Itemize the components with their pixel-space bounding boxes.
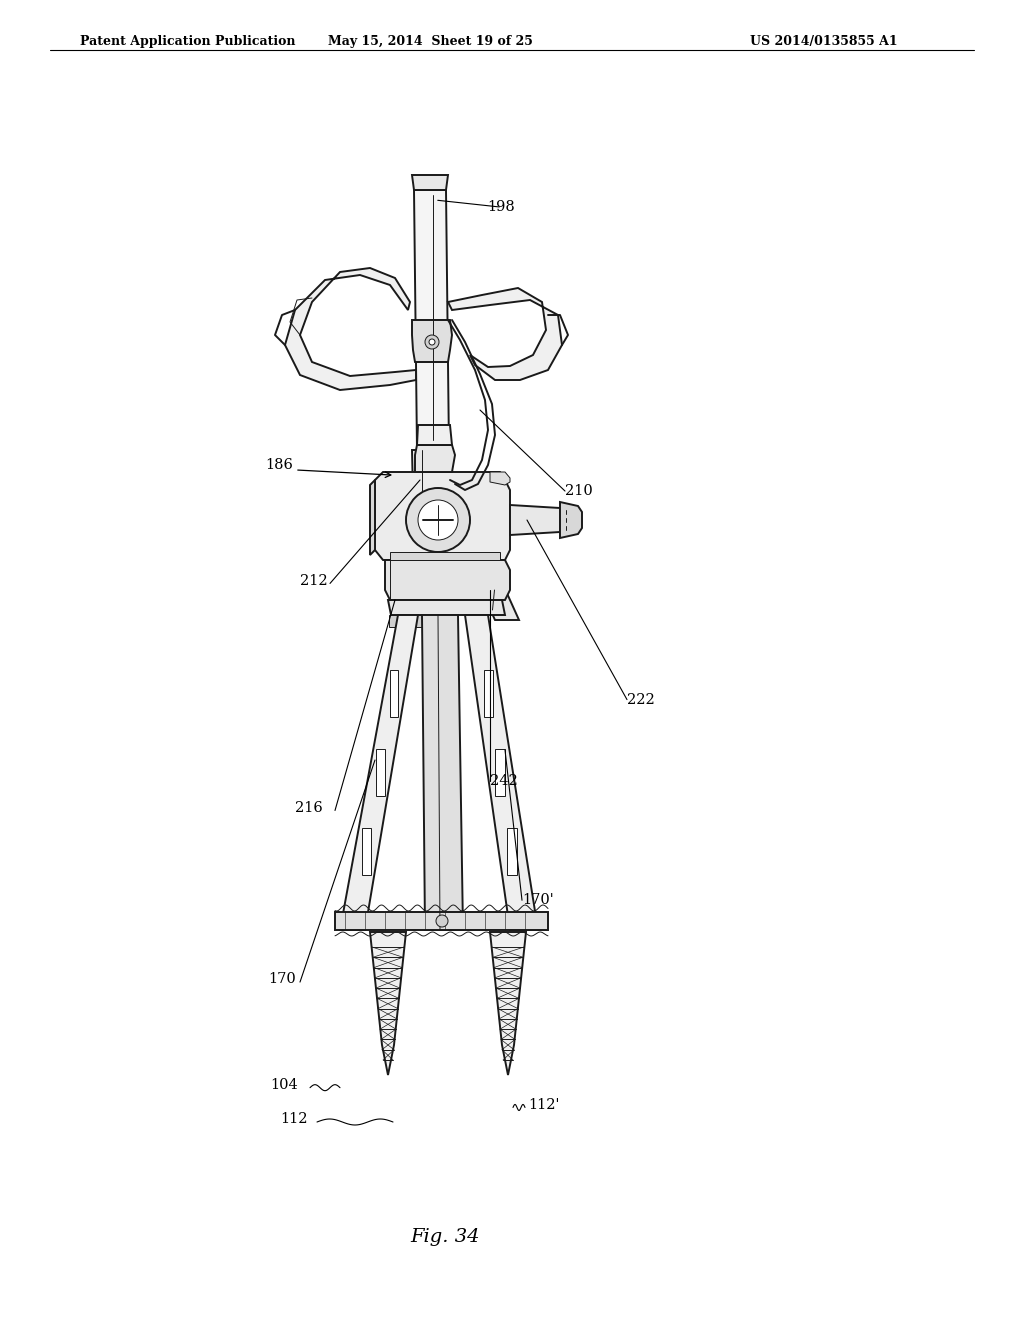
Polygon shape [340, 615, 418, 931]
Polygon shape [376, 748, 385, 796]
Circle shape [418, 500, 458, 540]
Polygon shape [375, 473, 510, 560]
Text: 170: 170 [268, 973, 296, 986]
Circle shape [425, 335, 439, 348]
Polygon shape [414, 190, 449, 450]
Text: 112': 112' [528, 1098, 559, 1111]
Polygon shape [385, 560, 510, 601]
Text: 242: 242 [490, 775, 518, 788]
Circle shape [429, 339, 435, 345]
Text: 222: 222 [627, 693, 654, 706]
Text: 186: 186 [265, 458, 293, 471]
Polygon shape [335, 912, 548, 931]
Polygon shape [471, 473, 485, 484]
Polygon shape [440, 615, 450, 627]
Polygon shape [490, 473, 510, 484]
Text: 170': 170' [522, 894, 554, 907]
Text: US 2014/0135855 A1: US 2014/0135855 A1 [750, 36, 898, 48]
Polygon shape [449, 288, 562, 380]
Text: 212: 212 [300, 574, 328, 587]
Text: Fig. 34: Fig. 34 [411, 1228, 480, 1246]
Circle shape [406, 488, 470, 552]
Text: Patent Application Publication: Patent Application Publication [80, 36, 296, 48]
Polygon shape [412, 319, 452, 362]
Polygon shape [496, 748, 506, 796]
Polygon shape [389, 615, 401, 627]
Text: 210: 210 [565, 484, 593, 498]
Polygon shape [285, 268, 416, 389]
Polygon shape [560, 502, 582, 539]
Polygon shape [468, 560, 519, 620]
Polygon shape [361, 828, 371, 875]
Polygon shape [388, 601, 505, 615]
Polygon shape [417, 425, 452, 445]
Polygon shape [390, 552, 500, 560]
Polygon shape [422, 615, 463, 931]
Polygon shape [370, 932, 406, 1074]
Text: 216: 216 [295, 801, 323, 814]
Text: 104: 104 [270, 1078, 298, 1092]
Polygon shape [412, 450, 432, 540]
Polygon shape [507, 828, 517, 875]
Text: May 15, 2014  Sheet 19 of 25: May 15, 2014 Sheet 19 of 25 [328, 36, 532, 48]
Polygon shape [465, 615, 538, 931]
Polygon shape [415, 615, 425, 627]
Circle shape [436, 915, 449, 927]
Polygon shape [390, 671, 398, 717]
Polygon shape [490, 932, 526, 1074]
Text: 198: 198 [487, 201, 515, 214]
Polygon shape [415, 445, 455, 473]
Polygon shape [510, 506, 560, 535]
Polygon shape [483, 671, 494, 717]
Polygon shape [370, 480, 375, 554]
Polygon shape [412, 176, 449, 190]
Text: 112: 112 [280, 1113, 307, 1126]
